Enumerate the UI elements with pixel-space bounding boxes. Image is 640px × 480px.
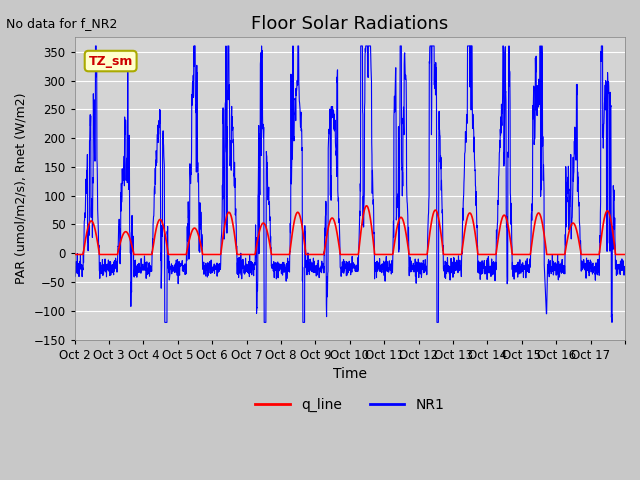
Text: No data for f_NR2: No data for f_NR2 xyxy=(6,17,118,30)
NR1 xyxy=(614,271,621,277)
X-axis label: Time: Time xyxy=(333,367,367,381)
Title: Floor Solar Radiations: Floor Solar Radiations xyxy=(252,15,449,33)
NR1 xyxy=(161,320,168,325)
q_line xyxy=(126,235,134,241)
q_line xyxy=(516,252,524,257)
q_line xyxy=(383,252,391,257)
NR1 xyxy=(126,230,134,236)
NR1 xyxy=(621,267,629,273)
Text: TZ_sm: TZ_sm xyxy=(88,55,133,68)
NR1 xyxy=(71,265,79,271)
Line: q_line: q_line xyxy=(75,206,625,254)
NR1 xyxy=(92,43,99,49)
Line: NR1: NR1 xyxy=(75,46,625,323)
q_line xyxy=(244,252,252,257)
q_line xyxy=(621,252,629,257)
q_line xyxy=(71,252,79,257)
NR1 xyxy=(383,269,391,275)
Y-axis label: PAR (umol/m2/s), Rnet (W/m2): PAR (umol/m2/s), Rnet (W/m2) xyxy=(15,93,28,284)
NR1 xyxy=(245,271,253,276)
Legend: q_line, NR1: q_line, NR1 xyxy=(250,392,450,418)
q_line xyxy=(547,252,554,257)
q_line xyxy=(614,252,621,257)
NR1 xyxy=(547,264,555,269)
q_line xyxy=(363,203,371,209)
NR1 xyxy=(516,257,524,263)
